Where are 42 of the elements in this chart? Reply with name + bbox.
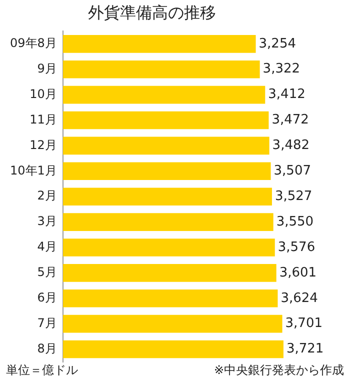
y-tick-label: 6月 bbox=[37, 290, 57, 305]
bar bbox=[62, 136, 270, 155]
text: 単位＝億ドル bbox=[6, 363, 78, 378]
bar bbox=[62, 111, 269, 130]
y-tick-label: 12月 bbox=[30, 138, 57, 152]
y-tick-label: 8月 bbox=[37, 341, 57, 356]
data-label: 3,322 bbox=[262, 62, 300, 77]
chart-title: 外貨準備高の推移 bbox=[88, 2, 216, 22]
data-label: 3,576 bbox=[278, 240, 316, 255]
bar bbox=[62, 314, 282, 333]
y-tick-label: 9月 bbox=[37, 61, 57, 76]
data-label: 3,601 bbox=[279, 265, 317, 280]
text: ※中央銀行発表から作成 bbox=[214, 363, 344, 378]
bar bbox=[62, 60, 260, 78]
bar bbox=[62, 86, 266, 104]
bar bbox=[62, 213, 274, 231]
bar bbox=[62, 188, 272, 206]
bar bbox=[62, 162, 271, 180]
data-label: 3,482 bbox=[272, 138, 310, 154]
data-label: 3,507 bbox=[274, 164, 311, 179]
data-label: 3,254 bbox=[258, 36, 296, 52]
data-label: 3,412 bbox=[268, 87, 306, 102]
bar bbox=[62, 289, 278, 308]
data-label: 3,527 bbox=[274, 188, 312, 204]
y-tick-label: 10月 bbox=[30, 86, 57, 101]
y-tick-label: 11月 bbox=[30, 112, 57, 126]
y-tick-label: 10年1月 bbox=[10, 163, 57, 178]
y-tick-label: 7月 bbox=[37, 316, 57, 330]
bar bbox=[62, 264, 276, 282]
y-tick-label: 09年8月 bbox=[10, 36, 57, 50]
bar bbox=[62, 238, 275, 256]
y-tick-label: 5月 bbox=[37, 265, 57, 280]
data-label: 3,472 bbox=[272, 112, 309, 128]
data-label: 3,701 bbox=[285, 316, 322, 332]
bar bbox=[62, 35, 256, 53]
data-label: 3,550 bbox=[276, 214, 314, 230]
data-label: 3,721 bbox=[286, 342, 324, 357]
y-tick-label: 2月 bbox=[37, 188, 57, 203]
y-tick-label: 3月 bbox=[37, 214, 57, 228]
y-tick-label: 4月 bbox=[37, 240, 57, 254]
bar bbox=[62, 340, 284, 358]
data-label: 3,624 bbox=[280, 290, 318, 306]
